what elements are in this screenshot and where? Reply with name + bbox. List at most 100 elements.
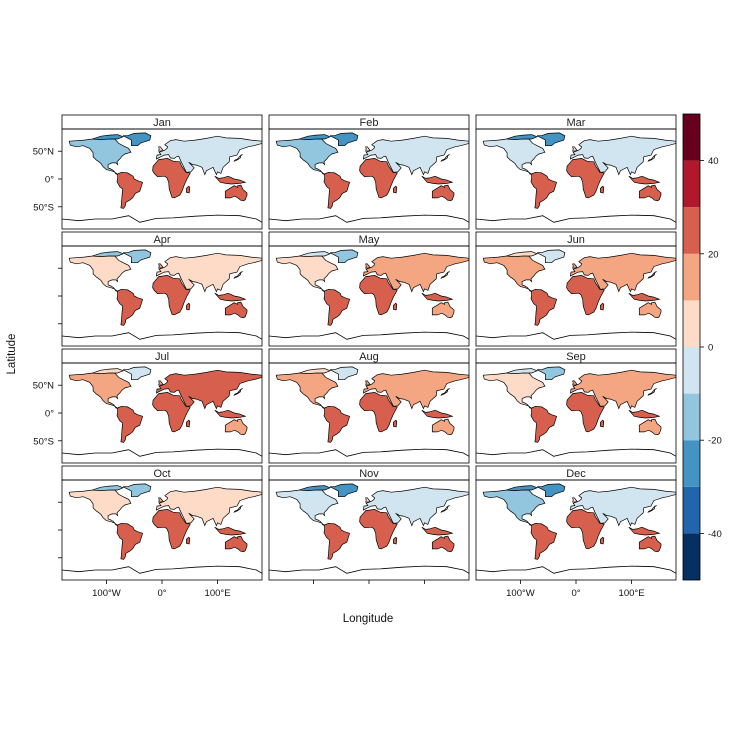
colorbar-bin <box>683 207 700 254</box>
land-north-america <box>68 489 132 526</box>
land-indonesia <box>214 409 247 419</box>
land-japan <box>647 154 657 162</box>
land-indonesia <box>421 175 454 185</box>
land-africa <box>566 275 605 316</box>
land-madagascar <box>600 419 605 428</box>
land-south-america <box>530 405 558 443</box>
land-indonesia <box>214 292 247 302</box>
map-area <box>62 132 262 223</box>
panel-mar: Mar <box>475 114 677 230</box>
land-madagascar <box>393 185 398 194</box>
land-south-america <box>323 405 351 443</box>
land-canada-north <box>506 134 539 140</box>
land-uk <box>365 146 371 152</box>
land-canada-north <box>506 485 539 491</box>
land-madagascar <box>393 419 398 428</box>
land-north-america <box>68 138 132 175</box>
land-australia <box>224 418 248 436</box>
map-area <box>62 366 262 457</box>
land-uk <box>158 263 164 269</box>
land-north-america <box>275 372 339 409</box>
land-greenland <box>536 483 566 498</box>
coast-antarctica <box>476 448 676 457</box>
land-africa <box>152 158 191 199</box>
land-canada-north <box>92 134 125 140</box>
land-australia <box>224 301 248 319</box>
panel-jul: Jul <box>61 348 263 464</box>
land-madagascar <box>186 185 191 194</box>
panel-title: Jan <box>153 117 171 129</box>
land-japan <box>233 388 243 396</box>
coast-antarctica <box>62 448 262 457</box>
land-africa <box>152 392 191 433</box>
land-canada-north <box>92 368 125 374</box>
map-area <box>269 366 469 457</box>
land-uk <box>158 497 164 503</box>
panel-title: Apr <box>153 234 170 246</box>
colorbar-bin <box>683 114 700 161</box>
land-greenland <box>536 366 566 381</box>
colorbar-bin <box>683 393 700 441</box>
land-eurasia <box>155 252 262 293</box>
land-uk <box>572 263 578 269</box>
land-africa <box>359 509 398 550</box>
colorbar-bin <box>683 253 700 301</box>
land-eurasia <box>362 252 469 293</box>
land-eurasia <box>569 369 676 410</box>
coast-antarctica <box>269 565 469 574</box>
land-south-america <box>323 171 351 209</box>
land-madagascar <box>186 536 191 545</box>
map-area <box>476 249 676 340</box>
land-eurasia <box>155 486 262 527</box>
land-uk <box>158 380 164 386</box>
land-africa <box>152 509 191 550</box>
land-australia <box>431 301 455 319</box>
map-area <box>476 483 676 574</box>
land-eurasia <box>569 486 676 527</box>
land-uk <box>365 263 371 269</box>
land-south-america <box>116 288 144 326</box>
land-africa <box>359 392 398 433</box>
land-africa <box>566 509 605 550</box>
panel-title: Aug <box>359 351 379 363</box>
panel-frame <box>268 245 470 347</box>
colorbar-tick-label: 0 <box>708 343 713 354</box>
land-greenland <box>329 366 359 381</box>
land-canada-north <box>92 485 125 491</box>
panel-jan: Jan <box>61 114 263 230</box>
colorbar-bin <box>683 160 700 208</box>
panel-title: Sep <box>566 351 586 363</box>
land-indonesia <box>421 526 454 536</box>
land-north-america <box>68 255 132 292</box>
panel-jun: Jun <box>475 231 677 347</box>
y-tick-label: 0° <box>45 409 54 420</box>
panel-title: May <box>359 234 380 246</box>
colorbar-bin <box>683 440 700 487</box>
land-indonesia <box>214 175 247 185</box>
land-south-america <box>116 171 144 209</box>
land-south-america <box>530 171 558 209</box>
map-area <box>62 249 262 340</box>
map-area <box>269 249 469 340</box>
colorbar-tick-label: -20 <box>708 436 722 447</box>
land-greenland <box>329 483 359 498</box>
land-africa <box>566 392 605 433</box>
panel-feb: Feb <box>268 114 470 230</box>
colorbar-tick-label: -40 <box>708 529 722 540</box>
land-greenland <box>122 366 152 381</box>
axes-layer: 50°N 0° 50°S 50°N 0° 50°S 100°W 0° 100°E 100°W 0° 1… <box>33 147 645 599</box>
land-australia <box>431 535 455 553</box>
map-area <box>62 483 262 574</box>
land-canada-north <box>506 251 539 257</box>
x-tick-label: 100°W <box>92 588 121 599</box>
x-tick-label: 100°E <box>205 588 231 599</box>
panel-title: Feb <box>360 117 379 129</box>
land-australia <box>224 184 248 202</box>
land-greenland <box>536 132 566 147</box>
coast-antarctica <box>269 214 469 223</box>
land-north-america <box>275 255 339 292</box>
panel-may: May <box>268 231 470 347</box>
coast-antarctica <box>269 331 469 340</box>
y-axis-title: Latitude <box>6 334 18 375</box>
land-eurasia <box>569 252 676 293</box>
